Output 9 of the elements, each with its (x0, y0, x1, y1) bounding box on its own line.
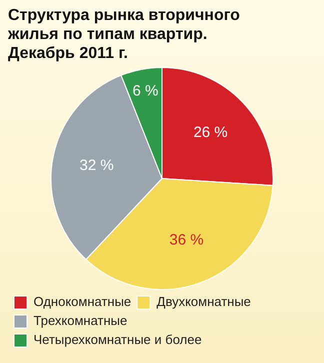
data-label: 26 % (193, 124, 228, 142)
data-label: 32 % (79, 157, 114, 174)
legend-label: Однокомнатные (34, 294, 132, 310)
data-label: 36 % (169, 232, 204, 249)
chart-title: Структура рынка вторичного жилья по типам квартир. Декабрь 2011 г. (7, 6, 241, 63)
legend-label: Трехкомнатные (34, 313, 128, 328)
legend-label: Четырехкомнатные и более (34, 332, 202, 348)
data-label: 6 % (132, 82, 158, 100)
legend-label: Двухкомнатные (156, 294, 251, 310)
